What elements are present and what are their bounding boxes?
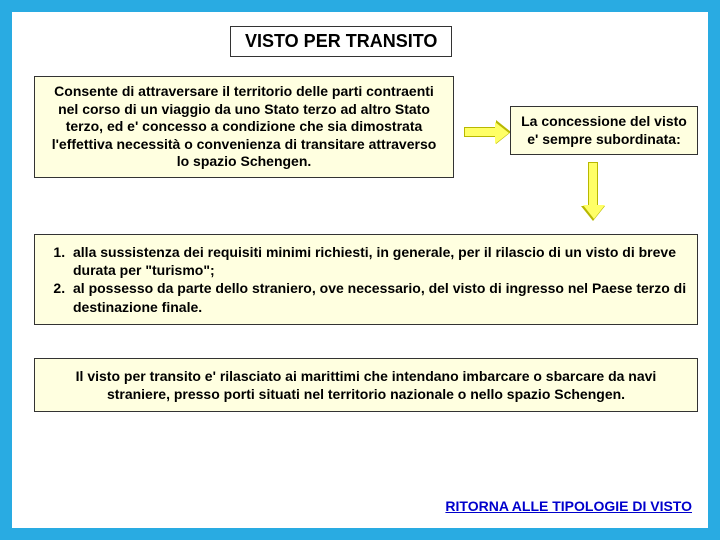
arrow-down-icon (588, 162, 598, 206)
page-title: VISTO PER TRANSITO (230, 26, 452, 57)
maritime-note-box: Il visto per transito e' rilasciato ai m… (34, 358, 698, 412)
condition-intro-box: La concessione del visto e' sempre subor… (510, 106, 698, 155)
content-panel: VISTO PER TRANSITO Consente di attravers… (12, 12, 708, 528)
description-box: Consente di attraversare il territorio d… (34, 76, 454, 178)
conditions-list-box: alla sussistenza dei requisiti minimi ri… (34, 234, 698, 325)
return-link[interactable]: RITORNA ALLE TIPOLOGIE DI VISTO (445, 498, 692, 514)
list-item: al possesso da parte dello straniero, ov… (69, 279, 689, 315)
list-item: alla sussistenza dei requisiti minimi ri… (69, 243, 689, 279)
arrow-right-icon (464, 127, 496, 137)
